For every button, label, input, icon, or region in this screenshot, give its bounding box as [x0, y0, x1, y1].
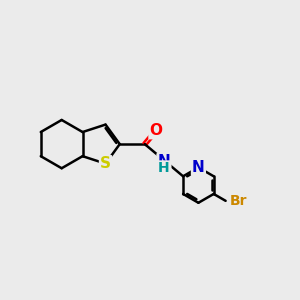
Text: H: H: [158, 161, 170, 176]
Text: N: N: [192, 160, 205, 175]
Text: Br: Br: [230, 194, 247, 208]
Text: N: N: [158, 154, 170, 169]
Text: S: S: [100, 156, 111, 171]
Text: O: O: [149, 123, 163, 138]
